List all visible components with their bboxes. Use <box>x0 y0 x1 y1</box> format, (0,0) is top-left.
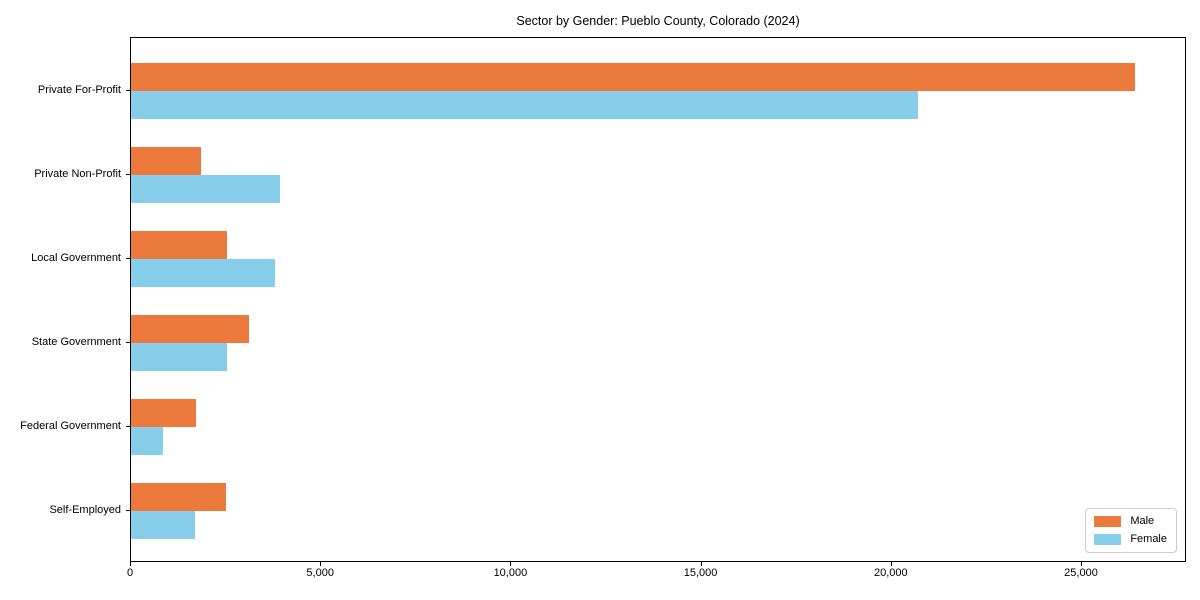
y-tick-mark <box>126 89 130 91</box>
x-tick-label: 5,000 <box>306 567 334 579</box>
y-tick-label: Federal Government <box>20 419 121 432</box>
female-legend-label: Female <box>1130 533 1167 545</box>
x-tick-mark <box>130 562 131 566</box>
legend: Male Female <box>1085 508 1177 553</box>
x-tick-label: 10,000 <box>493 567 528 579</box>
bar-female-5 <box>131 426 163 455</box>
male-legend-label: Male <box>1130 515 1155 527</box>
bar-male-4 <box>131 314 249 343</box>
bar-female-3 <box>131 258 275 287</box>
y-tick-mark <box>126 341 130 343</box>
plot-area <box>130 37 1186 562</box>
x-tick-mark <box>510 562 512 566</box>
y-tick-label: Local Government <box>31 251 121 264</box>
bar-male-5 <box>131 398 196 427</box>
x-tick-mark <box>320 562 322 566</box>
bar-male-6 <box>131 482 226 511</box>
bar-female-1 <box>131 90 918 119</box>
y-tick-mark <box>126 425 130 427</box>
bar-female-6 <box>131 510 195 539</box>
bar-male-1 <box>131 62 1135 91</box>
chart-title: Sector by Gender: Pueblo County, Colorad… <box>516 14 800 28</box>
x-tick-mark <box>700 562 702 566</box>
y-tick-mark <box>126 257 130 259</box>
x-tick-mark <box>1081 562 1082 566</box>
y-tick-label: Self-Employed <box>49 503 121 516</box>
y-tick-label: State Government <box>31 335 121 348</box>
legend-item-male: Male <box>1094 515 1167 528</box>
bar-female-2 <box>131 174 280 203</box>
y-tick-label: Private For-Profit <box>37 83 121 96</box>
x-tick-label: 0 <box>126 567 134 579</box>
female-legend-swatch <box>1094 534 1122 545</box>
y-tick-mark <box>126 173 130 175</box>
y-tick-mark <box>126 509 130 511</box>
x-tick-label: 15,000 <box>683 567 718 579</box>
y-tick-label: Private Non-Profit <box>34 167 121 180</box>
x-tick-label: 25,000 <box>1064 567 1098 579</box>
bar-female-4 <box>131 342 227 371</box>
bar-male-3 <box>131 230 227 259</box>
legend-item-female: Female <box>1094 533 1167 546</box>
bar-male-2 <box>131 146 201 175</box>
male-legend-swatch <box>1094 516 1122 527</box>
x-tick-label: 20,000 <box>873 567 908 579</box>
x-tick-mark <box>890 562 892 566</box>
